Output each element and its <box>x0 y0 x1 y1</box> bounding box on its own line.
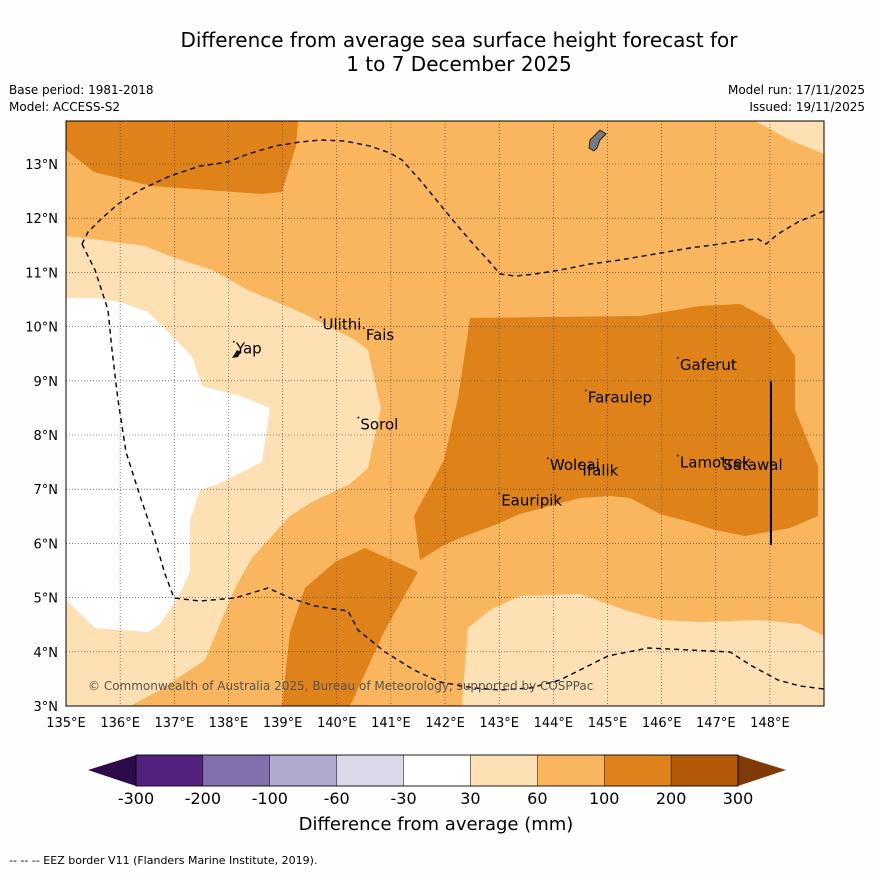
colorbar-tick-label: -30 <box>390 789 416 808</box>
y-tick-label: 5°N <box>34 592 59 607</box>
colorbar-extend-low <box>88 755 136 786</box>
colorbar-segment <box>537 754 605 787</box>
title-line-1: Difference from average sea surface heig… <box>180 28 738 52</box>
y-tick-label: 9°N <box>34 375 59 390</box>
contour-30-60-southeast <box>462 594 824 706</box>
x-tick-label: 148°E <box>750 716 790 731</box>
colorbar-segment <box>403 754 471 787</box>
y-tick-label: 6°N <box>34 537 59 552</box>
eez-line-north <box>81 139 824 277</box>
footer-note: -- -- -- EEZ border V11 (Flanders Marine… <box>9 854 318 867</box>
contour-neutral-west <box>66 298 270 632</box>
x-tick-label: 139°E <box>263 716 303 731</box>
colorbar-segment <box>135 754 204 787</box>
atoll-marker <box>676 357 679 359</box>
colorbar-segment <box>202 754 270 787</box>
y-tick-label: 4°N <box>34 646 59 661</box>
x-tick-label: 138°E <box>209 716 249 731</box>
atoll-marker <box>547 457 549 460</box>
atoll-marker <box>362 327 365 330</box>
colorbar-tick-label: 200 <box>656 789 687 808</box>
colorbar: -300 -200 -100 -60 -30 30 60 100 200 300 Differen… <box>88 754 786 835</box>
y-tick-label: 7°N <box>34 483 59 498</box>
chart-title: Difference from average sea surface heig… <box>0 28 873 76</box>
place-label-ulithi: Ulithi <box>323 315 362 333</box>
x-tick-label: 135°E <box>46 716 86 731</box>
x-tick-label: 137°E <box>155 716 195 731</box>
place-label-satawal: Satawal <box>723 456 782 474</box>
colorbar-segment <box>670 754 739 787</box>
x-tick-label: 146°E <box>642 716 682 731</box>
atoll-marker <box>319 316 322 319</box>
colorbar-tick-label: 100 <box>589 789 620 808</box>
x-tick-label: 144°E <box>534 716 574 731</box>
graticule <box>66 121 824 706</box>
y-tick-label: 12°N <box>25 212 58 227</box>
place-label-woleai: Woleai <box>550 456 600 474</box>
title-line-2: 1 to 7 December 2025 <box>346 52 572 76</box>
copyright-notice: © Commonwealth of Australia 2025, Bureau… <box>88 679 593 693</box>
place-label-lamotrek: Lamotrek <box>680 454 751 472</box>
place-label-ifalik: Ifalik <box>582 462 618 480</box>
y-tick-label: 10°N <box>25 321 58 336</box>
y-axis: 3°N 4°N 5°N 6°N 7°N 8°N 9°N 10°N 11°N 12°N 13°N <box>25 158 58 715</box>
contour-30-60-northeast <box>755 121 824 154</box>
y-tick-label: 13°N <box>25 158 58 173</box>
colorbar-tick-label: -60 <box>324 789 350 808</box>
place-label-gaferut: Gaferut <box>680 356 737 374</box>
y-tick-label: 8°N <box>34 429 59 444</box>
eez-borders <box>81 139 824 691</box>
atoll-marker <box>676 454 679 457</box>
place-label-sorol: Sorol <box>360 416 398 434</box>
colorbar-tick-label: -300 <box>118 789 154 808</box>
colorbar-tick-label: 30 <box>460 789 480 808</box>
x-tick-label: 145°E <box>588 716 628 731</box>
atoll-marker <box>232 340 235 343</box>
y-tick-label: 3°N <box>34 700 59 715</box>
atoll-marker <box>579 462 582 465</box>
contour-100-200-central <box>414 304 818 560</box>
place-label-fais: Fais <box>366 326 395 344</box>
eez-line-south <box>81 243 824 691</box>
colorbar-tick-label: 60 <box>527 789 547 808</box>
x-tick-label: 143°E <box>479 716 519 731</box>
island-guam <box>588 129 607 152</box>
island-yap <box>232 350 241 358</box>
colorbar-label: Difference from average (mm) <box>299 814 574 835</box>
colorbar-segment <box>336 754 404 787</box>
x-axis: 135°E 136°E 137°E 138°E 139°E 140°E 141°E 142°E… <box>46 716 789 731</box>
colorbar-segment <box>604 754 672 787</box>
place-label-yap: Yap <box>235 340 262 358</box>
x-tick-label: 136°E <box>100 716 140 731</box>
place-label-faraulep: Faraulep <box>588 388 652 406</box>
meta-left: Base period: 1981-2018 Model: ACCESS-S2 <box>9 82 154 116</box>
colorbar-tick-label: -100 <box>252 789 288 808</box>
x-tick-label: 142°E <box>425 716 465 731</box>
meta-right: Model run: 17/11/2025 Issued: 19/11/2025 <box>728 82 865 116</box>
colorbar-frame <box>135 754 739 787</box>
colorbar-tick-label: 300 <box>723 789 754 808</box>
x-tick-label: 140°E <box>317 716 357 731</box>
base-period: Base period: 1981-2018 <box>9 83 154 97</box>
x-tick-label: 141°E <box>371 716 411 731</box>
x-tick-label: 147°E <box>696 716 736 731</box>
model-run: Model run: 17/11/2025 <box>727 83 865 97</box>
atoll-marker <box>720 457 723 460</box>
colorbar-segment <box>269 754 337 787</box>
atoll-marker <box>498 492 501 495</box>
colorbar-tick-label: -200 <box>185 789 221 808</box>
colorbar-segment <box>470 754 538 787</box>
colorbar-extend-high <box>738 755 786 786</box>
contour-100-200-northwest <box>66 121 298 194</box>
atoll-marker <box>357 416 360 419</box>
y-tick-label: 11°N <box>25 266 58 281</box>
model-name: Model: ACCESS-S2 <box>9 100 121 114</box>
issued-date: Issued: 19/11/2025 <box>749 100 865 114</box>
place-label-eauripik: Eauripik <box>501 491 562 509</box>
atoll-marker <box>584 389 587 392</box>
contour-100-200-south <box>282 548 418 706</box>
plot-frame <box>65 120 825 707</box>
